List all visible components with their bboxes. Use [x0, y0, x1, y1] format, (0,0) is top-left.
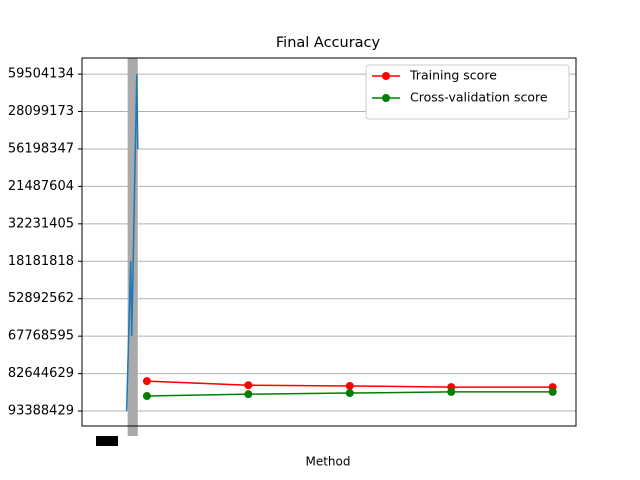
- y-tick-label: 18181818: [8, 254, 74, 269]
- y-tick-label: 93388429: [8, 404, 74, 419]
- y-tick-label: 82644629: [8, 366, 74, 381]
- legend-box: [365, 64, 570, 120]
- x-axis-label: Method: [305, 455, 350, 469]
- point: [548, 387, 557, 396]
- chart-title: Final Accuracy: [276, 35, 381, 51]
- point: [142, 392, 151, 401]
- point: [345, 381, 354, 390]
- y-tick-label: 56198347: [8, 141, 74, 156]
- point: [447, 387, 456, 396]
- y-tick-label: 21487604: [8, 179, 74, 194]
- legend-marker: [382, 72, 390, 80]
- legend-marker: [382, 94, 390, 102]
- y-tick-label: 32231405: [8, 216, 74, 231]
- point: [244, 390, 253, 399]
- point: [142, 377, 151, 386]
- series-line: [125, 74, 139, 412]
- point: [244, 381, 253, 390]
- y-tick-label: 67768595: [8, 329, 74, 344]
- y-tick-label: 28099173: [8, 104, 74, 119]
- plot-frame: [81, 57, 577, 427]
- point: [345, 389, 354, 398]
- x-tick-blob: [96, 436, 118, 446]
- legend-label: Training score: [409, 68, 497, 83]
- legend-label: Cross-validation score: [410, 90, 548, 105]
- y-tick-label: 52892562: [8, 291, 74, 306]
- y-tick-label: 59504134: [8, 67, 74, 82]
